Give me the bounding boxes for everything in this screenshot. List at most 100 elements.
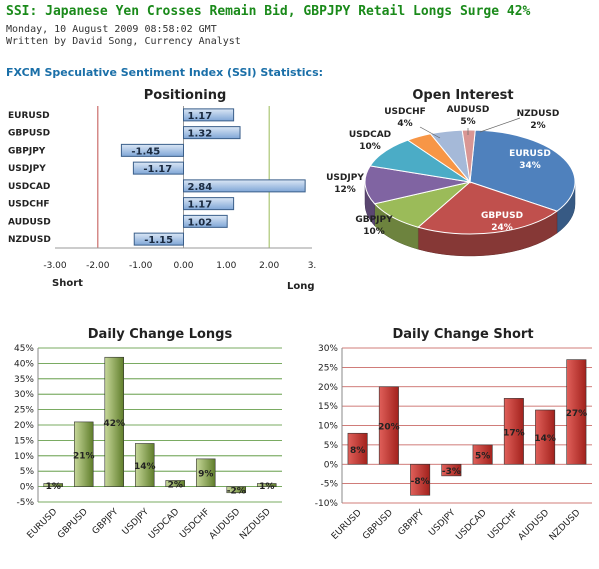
- x-tick-label: -2.00: [86, 261, 110, 271]
- longs-y-tick-label: -5%: [16, 498, 34, 508]
- longs-data-label: -2%: [227, 487, 246, 497]
- x-tick-label: 3.: [308, 261, 317, 271]
- pie-label-name: NZDUSD: [517, 109, 560, 119]
- short-data-label: 20%: [378, 423, 400, 433]
- longs-data-label: 9%: [198, 470, 213, 480]
- long-label: Long: [287, 281, 315, 292]
- longs-bar: [256, 483, 277, 487]
- longs-y-tick-label: 15%: [14, 436, 34, 446]
- longs-x-tick-label: NZDUSD: [238, 507, 273, 542]
- short-data-label: 17%: [503, 428, 525, 438]
- longs-x-tick-label: USDJPY: [121, 507, 151, 537]
- short-bar: [535, 409, 556, 465]
- longs-y-tick-label: 5%: [20, 467, 35, 477]
- longs-y-tick-label: 30%: [14, 390, 34, 400]
- pie-slice: [417, 181, 559, 235]
- longs-bar: [226, 486, 247, 494]
- positioning-bar: [183, 126, 241, 140]
- short-x-tick-label: AUDUSD: [517, 508, 552, 543]
- short-x-tick-label: USDJPY: [427, 508, 457, 538]
- short-x-tick-label: USDCHF: [486, 508, 520, 542]
- short-bar: [347, 432, 368, 465]
- positioning-data-label: -1.15: [144, 235, 173, 246]
- longs-data-label: 2%: [168, 481, 183, 491]
- article-headline: SSI: Japanese Yen Crosses Remain Bid, GB…: [6, 4, 531, 19]
- pie-label-name: USDJPY: [326, 173, 364, 183]
- pie-label-percent: 4%: [397, 119, 412, 129]
- pie-label-name: USDCHF: [384, 107, 426, 117]
- pie-label-percent: 34%: [519, 161, 541, 171]
- positioning-data-label: 1.17: [188, 200, 213, 211]
- short-data-label: -3%: [442, 467, 461, 477]
- short-y-tick-label: 20%: [318, 383, 338, 393]
- longs-x-tick-label: GBPJPY: [91, 507, 121, 537]
- longs-data-label: 1%: [46, 482, 61, 492]
- short-x-tick-label: USDCAD: [454, 508, 488, 542]
- pie-label-name: EURUSD: [509, 149, 551, 159]
- category-label: GBPUSD: [8, 129, 50, 139]
- short-y-tick-label: 10%: [318, 422, 338, 432]
- pie-label-percent: 10%: [359, 142, 381, 152]
- longs-bar: [195, 458, 216, 487]
- pie-leader-line: [419, 126, 441, 139]
- short-y-tick-label: -10%: [315, 499, 339, 509]
- pie-label-name: GBPUSD: [481, 211, 523, 221]
- x-tick-label: -3.00: [43, 261, 67, 271]
- short-y-tick-label: 0%: [324, 460, 339, 470]
- category-label: USDJPY: [8, 164, 46, 174]
- short-data-label: 5%: [475, 452, 490, 462]
- positioning-data-label: 1.32: [188, 129, 213, 140]
- pie-slice: [461, 129, 476, 183]
- longs-data-label: 1%: [259, 482, 274, 492]
- longs-y-tick-label: 40%: [14, 359, 34, 369]
- longs-y-tick-label: 35%: [14, 375, 34, 385]
- short-data-label: 8%: [350, 446, 365, 456]
- x-tick-label: -1.00: [129, 261, 153, 271]
- short-x-tick-label: GBPUSD: [361, 508, 395, 542]
- category-label: GBPJPY: [8, 146, 46, 156]
- longs-y-tick-label: 20%: [14, 421, 34, 431]
- positioning-bar: [183, 214, 228, 228]
- short-bar: [503, 398, 524, 465]
- longs-x-tick-label: GBPUSD: [56, 507, 90, 541]
- longs-y-tick-label: 45%: [14, 344, 34, 354]
- positioning-data-label: -1.45: [131, 146, 160, 157]
- short-y-tick-label: 30%: [318, 344, 338, 354]
- daily-change-short-title: Daily Change Short: [392, 327, 533, 342]
- short-y-tick-label: -5%: [320, 480, 338, 490]
- short-bar: [378, 386, 399, 465]
- positioning-bar: [132, 161, 184, 175]
- pie-label-name: GBPJPY: [355, 215, 393, 225]
- short-x-tick-label: EURUSD: [330, 508, 364, 542]
- category-label: NZDUSD: [8, 235, 51, 245]
- longs-data-label: 21%: [73, 451, 95, 461]
- positioning-bar: [183, 108, 235, 122]
- short-data-label: 27%: [566, 409, 588, 419]
- positioning-title: Positioning: [144, 88, 227, 103]
- short-bar: [410, 463, 431, 496]
- short-y-tick-label: 15%: [318, 402, 338, 412]
- short-bar: [441, 463, 462, 477]
- positioning-data-label: -1.17: [143, 164, 172, 175]
- short-data-label: 14%: [534, 434, 556, 444]
- x-tick-label: 2.00: [259, 261, 279, 271]
- positioning-bar: [133, 232, 185, 246]
- pie-slice: [469, 129, 576, 212]
- pie-label-percent: 24%: [491, 223, 513, 233]
- positioning-bar: [183, 179, 306, 193]
- pie-slice: [364, 165, 471, 205]
- longs-y-tick-label: 10%: [14, 452, 34, 462]
- pie-label-percent: 10%: [363, 227, 385, 237]
- longs-bar: [165, 480, 186, 487]
- short-bar: [566, 359, 587, 465]
- pie-label-percent: 2%: [530, 121, 545, 131]
- article-byline: Written by David Song, Currency Analyst: [6, 36, 241, 47]
- x-tick-label: 0.00: [173, 261, 193, 271]
- pie-label-percent: 5%: [460, 117, 475, 127]
- longs-bar: [43, 483, 64, 487]
- longs-y-tick-label: 25%: [14, 406, 34, 416]
- x-tick-label: 1.00: [216, 261, 236, 271]
- short-data-label: -8%: [411, 477, 430, 487]
- category-label: EURUSD: [8, 111, 50, 121]
